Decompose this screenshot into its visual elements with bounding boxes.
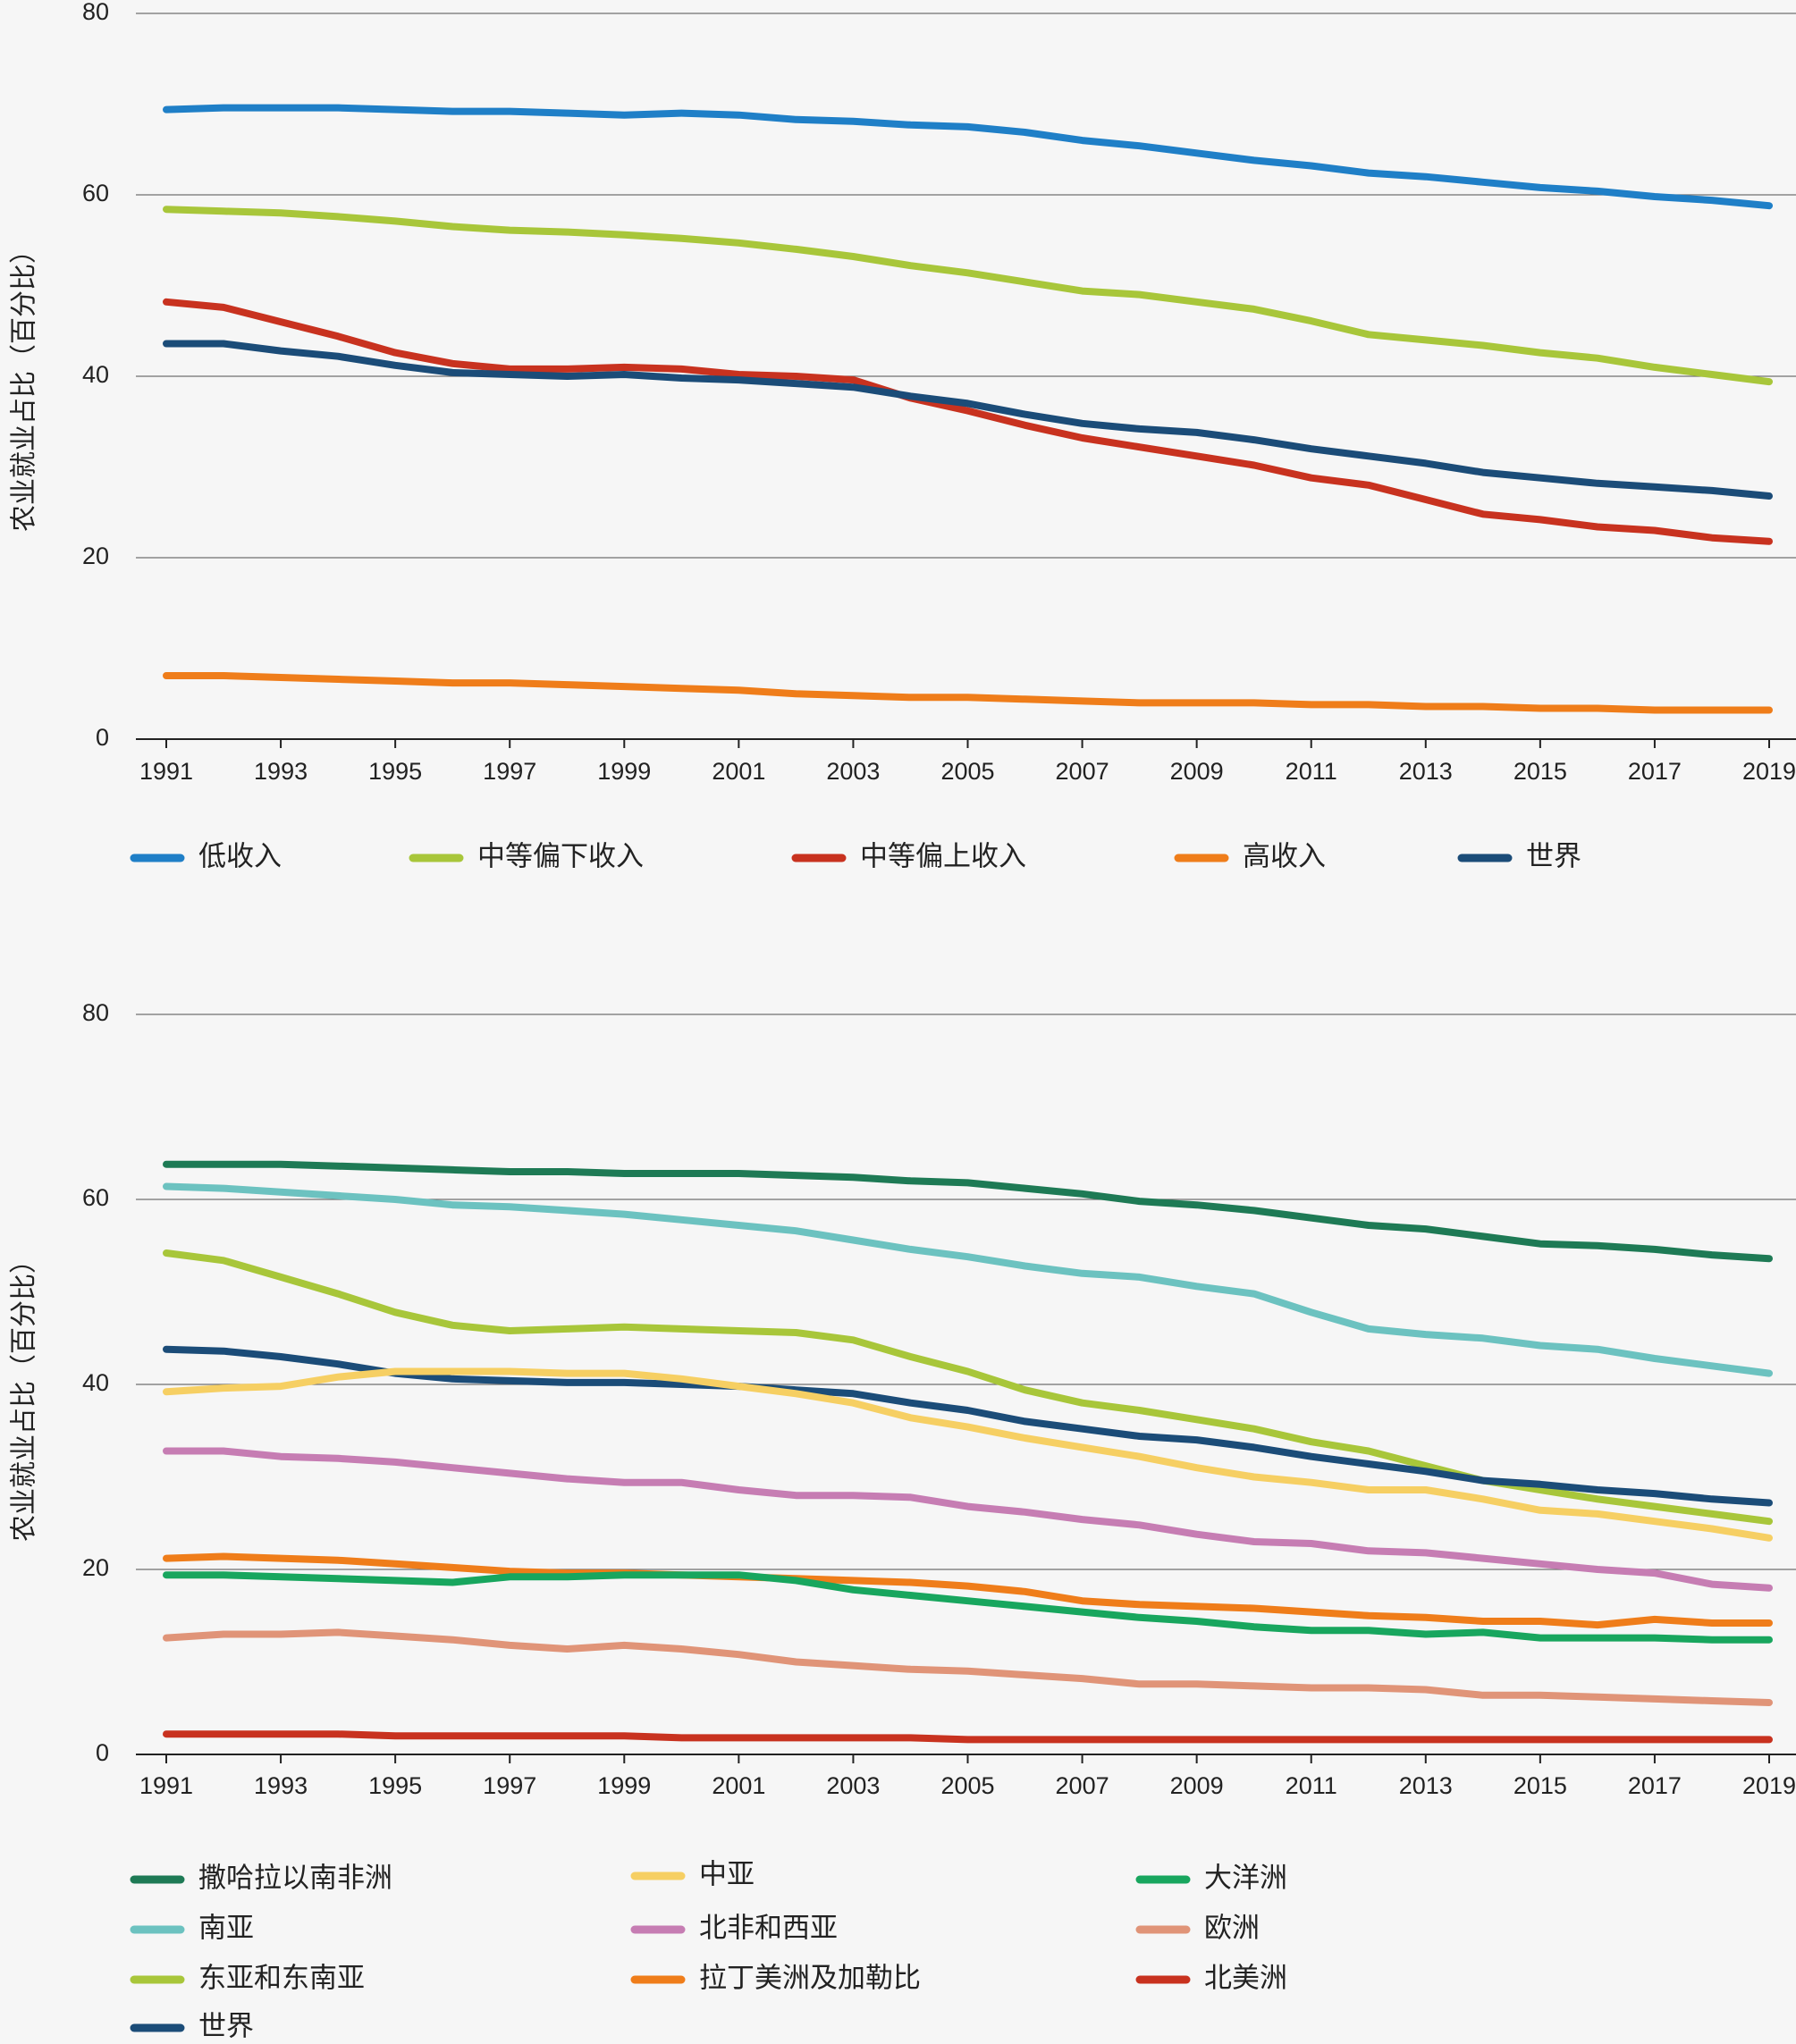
x-tick-label: 1995 (368, 758, 422, 785)
legend-item-3: 世界 (130, 2011, 254, 2043)
bottom-chart-regions: 0 20 40 60 80 1991 1993 1995 1997 1999 2001 2003 20… (9, 999, 1796, 2043)
legend-item-6: 拉丁美洲及加勒比 (630, 1963, 921, 1995)
top-chart-y-axis-label: 农业就业占比（百分比） (9, 237, 40, 532)
x-tick-label: 2015 (1514, 1772, 1567, 1799)
x-tick-label: 1999 (597, 758, 651, 785)
top-chart-legend: 低收入 中等偏下收入 中等偏上收入 高收入 世界 (130, 841, 1581, 873)
y-tick-label: 0 (96, 724, 109, 751)
legend-item-9: 北美洲 (1135, 1963, 1287, 1995)
legend-label: 中亚 (699, 1859, 755, 1891)
x-tick-label: 2003 (826, 1772, 880, 1799)
line-series-3 (163, 672, 1773, 714)
x-tick-label: 2017 (1628, 758, 1682, 785)
legend-item-7: 大洋洲 (1135, 1863, 1287, 1895)
legend-item-8: 欧洲 (1135, 1913, 1260, 1945)
legend-label: 大洋洲 (1204, 1863, 1287, 1895)
x-tick-label: 2009 (1170, 1772, 1224, 1799)
y-tick-label: 60 (82, 180, 109, 206)
y-tick-label: 40 (82, 1369, 109, 1396)
top-chart-gridlines (136, 13, 1796, 740)
x-tick-label: 1997 (483, 758, 536, 785)
legend-label: 欧洲 (1204, 1913, 1260, 1945)
x-tick-label: 1993 (254, 1772, 308, 1799)
x-tick-label: 2015 (1514, 758, 1567, 785)
line-series-1 (163, 206, 1773, 386)
line-series-8 (163, 1628, 1773, 1706)
line-series-0 (163, 104, 1773, 210)
line-series-4 (163, 1367, 1773, 1542)
x-tick-label: 2013 (1399, 758, 1453, 785)
legend-label: 北美洲 (1204, 1963, 1287, 1995)
x-tick-label: 2007 (1056, 1772, 1109, 1799)
x-tick-label: 2005 (940, 1772, 994, 1799)
bottom-chart-series (163, 1160, 1773, 1744)
bottom-chart-x-ticks: 1991 1993 1995 1997 1999 2001 2003 2005 2007 2009… (139, 1754, 1796, 1799)
x-tick-label: 2001 (712, 758, 765, 785)
legend-item-2: 中等偏上收入 (791, 841, 1026, 873)
y-tick-label: 0 (96, 1739, 109, 1766)
legend-label: 东亚和东南亚 (198, 1963, 365, 1995)
legend-label: 中等偏上收入 (860, 841, 1026, 873)
x-tick-label: 2011 (1286, 758, 1337, 785)
legend-label: 撒哈拉以南非洲 (198, 1863, 392, 1895)
x-tick-label: 1991 (139, 1772, 193, 1799)
y-tick-label: 20 (82, 543, 109, 569)
bottom-chart-y-ticks: 0 20 40 60 80 (82, 999, 109, 1766)
line-series-4 (163, 340, 1773, 500)
x-tick-label: 2011 (1286, 1772, 1337, 1799)
x-tick-label: 2019 (1742, 1772, 1796, 1799)
x-tick-label: 2005 (940, 758, 994, 785)
x-tick-label: 1999 (597, 1772, 651, 1799)
x-tick-label: 2007 (1056, 758, 1109, 785)
top-chart-x-ticks: 1991 1993 1995 1997 1999 2001 2003 2005 2007 2009… (139, 739, 1796, 785)
y-tick-label: 20 (82, 1554, 109, 1581)
x-tick-label: 2019 (1742, 758, 1796, 785)
line-series-2 (163, 298, 1773, 545)
y-tick-label: 40 (82, 361, 109, 388)
line-series-7 (163, 1571, 1773, 1644)
legend-label: 世界 (1526, 841, 1581, 873)
bottom-chart-y-axis-label: 农业就业占比（百分比） (9, 1247, 40, 1542)
x-tick-label: 2003 (826, 758, 880, 785)
line-series-9 (163, 1730, 1773, 1744)
line-series-0 (163, 1160, 1773, 1263)
legend-label: 南亚 (198, 1913, 254, 1945)
top-chart-income-groups: 0 20 40 60 80 1991 1993 1995 1997 1999 2001 2003 20… (9, 0, 1796, 873)
y-tick-label: 80 (82, 0, 109, 25)
x-tick-label: 1991 (139, 758, 193, 785)
x-tick-label: 2013 (1399, 1772, 1453, 1799)
legend-label: 世界 (198, 2011, 254, 2043)
x-tick-label: 2017 (1628, 1772, 1682, 1799)
x-tick-label: 2009 (1170, 758, 1224, 785)
x-tick-label: 1997 (483, 1772, 536, 1799)
top-chart-series (163, 104, 1773, 714)
legend-item-3: 高收入 (1174, 841, 1326, 873)
legend-item-1: 中等偏下收入 (409, 841, 644, 873)
y-tick-label: 60 (82, 1184, 109, 1211)
legend-item-2: 东亚和东南亚 (130, 1963, 365, 1995)
y-tick-label: 80 (82, 999, 109, 1026)
legend-label: 低收入 (198, 841, 282, 873)
line-series-1 (163, 1182, 1773, 1377)
top-chart-y-ticks: 0 20 40 60 80 (82, 0, 109, 751)
legend-item-4: 中亚 (630, 1859, 755, 1891)
x-tick-label: 2001 (712, 1772, 765, 1799)
legend-item-0: 撒哈拉以南非洲 (130, 1863, 392, 1895)
legend-label: 拉丁美洲及加勒比 (699, 1963, 921, 1995)
legend-label: 北非和西亚 (699, 1913, 838, 1945)
legend-label: 高收入 (1243, 841, 1326, 873)
legend-item-4: 世界 (1457, 841, 1581, 873)
legend-item-5: 北非和西亚 (630, 1913, 838, 1945)
line-series-5 (163, 1447, 1773, 1592)
line-series-6 (163, 1552, 1773, 1629)
legend-item-0: 低收入 (130, 841, 282, 873)
legend-label: 中等偏下收入 (477, 841, 644, 873)
legend-item-1: 南亚 (130, 1913, 254, 1945)
x-tick-label: 1995 (368, 1772, 422, 1799)
line-series-3 (163, 1345, 1773, 1507)
x-tick-label: 1993 (254, 758, 308, 785)
